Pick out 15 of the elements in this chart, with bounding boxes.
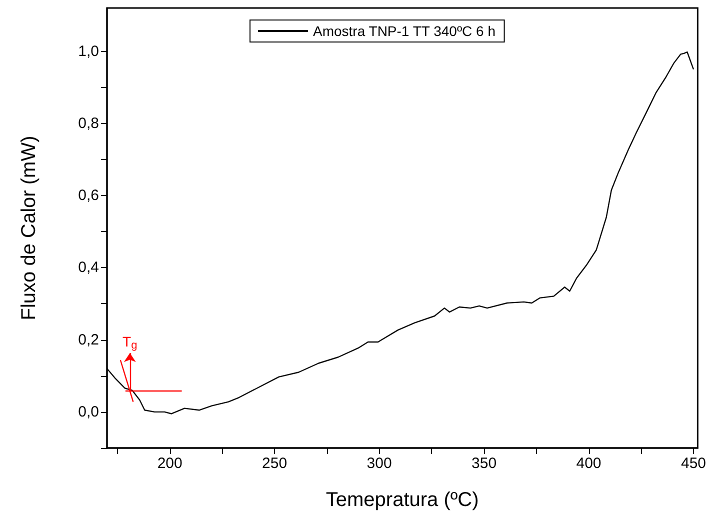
- y-tick-label: 0,4: [78, 259, 99, 276]
- y-axis-title: Fluxo de Calor (mW): [18, 136, 40, 320]
- x-tick-label: 300: [366, 455, 392, 472]
- x-tick-label: 450: [680, 455, 706, 472]
- y-tick-label: 0,8: [78, 114, 99, 132]
- x-tick-label: 200: [157, 455, 182, 472]
- y-tick-label: 0,6: [78, 187, 99, 204]
- y-tick-label: 1,0: [78, 42, 99, 60]
- y-tick-label: 0,0: [78, 403, 99, 420]
- x-tick-label: 250: [262, 455, 288, 472]
- x-tick-label: 400: [576, 455, 602, 472]
- y-tick-label: 0,2: [78, 331, 99, 348]
- legend-label: Amostra TNP-1 TT 340ºC 6 h: [313, 23, 496, 39]
- x-tick-label: 350: [472, 455, 497, 472]
- x-axis-title: Temepratura (ºC): [326, 489, 479, 511]
